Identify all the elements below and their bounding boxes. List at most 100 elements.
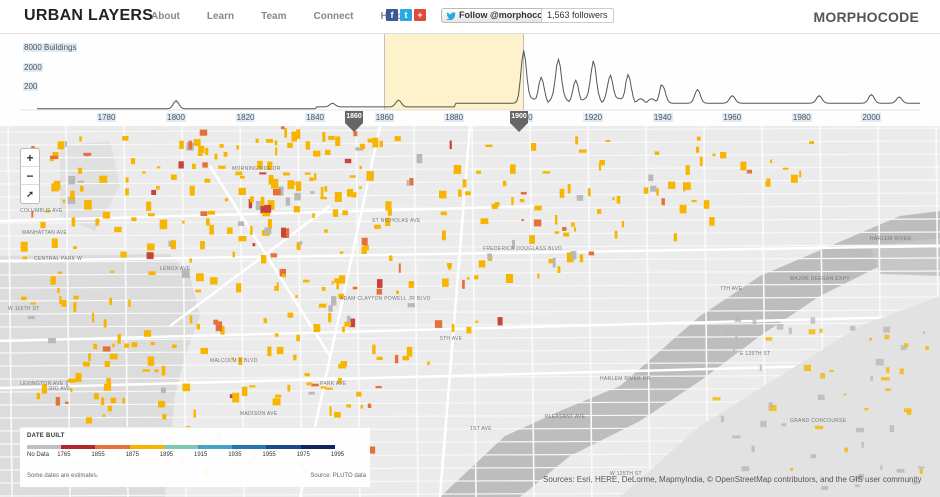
building-footprint[interactable] — [189, 185, 195, 196]
building-footprint[interactable] — [474, 275, 479, 280]
building-footprint[interactable] — [691, 199, 697, 203]
building-footprint[interactable] — [534, 205, 542, 211]
building-footprint[interactable] — [339, 251, 344, 254]
building-footprint[interactable] — [114, 226, 122, 233]
building-footprint[interactable] — [248, 199, 253, 209]
building-footprint[interactable] — [68, 176, 76, 185]
building-footprint[interactable] — [408, 281, 414, 288]
building-footprint[interactable] — [281, 227, 286, 238]
building-footprint[interactable] — [219, 144, 224, 148]
building-footprint[interactable] — [142, 171, 146, 174]
building-footprint[interactable] — [510, 164, 516, 174]
building-footprint[interactable] — [232, 392, 240, 403]
building-footprint[interactable] — [21, 296, 27, 301]
building-footprint[interactable] — [232, 251, 236, 258]
building-footprint[interactable] — [305, 141, 311, 150]
building-footprint[interactable] — [131, 342, 138, 348]
building-footprint[interactable] — [656, 188, 659, 196]
building-footprint[interactable] — [732, 435, 741, 439]
zoom-in-button[interactable]: + — [21, 149, 39, 167]
building-footprint[interactable] — [328, 312, 332, 323]
building-footprint[interactable] — [281, 273, 286, 278]
building-footprint[interactable] — [159, 219, 168, 230]
building-footprint[interactable] — [821, 485, 829, 490]
building-footprint[interactable] — [88, 353, 91, 361]
building-footprint[interactable] — [650, 185, 657, 192]
facebook-icon[interactable]: f — [386, 9, 398, 21]
building-footprint[interactable] — [110, 270, 115, 273]
building-footprint[interactable] — [182, 383, 191, 392]
building-footprint[interactable] — [214, 153, 218, 160]
building-footprint[interactable] — [537, 273, 540, 279]
building-footprint[interactable] — [466, 277, 470, 280]
building-footprint[interactable] — [696, 136, 701, 141]
building-footprint[interactable] — [101, 397, 105, 406]
building-footprint[interactable] — [858, 473, 864, 480]
building-footprint[interactable] — [554, 231, 560, 234]
building-footprint[interactable] — [57, 271, 62, 274]
building-footprint[interactable] — [154, 369, 159, 373]
timeline-histogram[interactable]: 8000 Buildings 2000 200 1780 1800 1820 1840… — [0, 34, 940, 132]
building-footprint[interactable] — [881, 377, 890, 381]
building-footprint[interactable] — [22, 256, 28, 260]
building-footprint[interactable] — [260, 205, 265, 214]
building-footprint[interactable] — [200, 241, 205, 250]
building-footprint[interactable] — [616, 195, 621, 204]
building-footprint[interactable] — [255, 201, 263, 210]
building-footprint[interactable] — [512, 239, 515, 250]
building-footprint[interactable] — [273, 189, 281, 196]
building-footprint[interactable] — [579, 254, 584, 263]
building-footprint[interactable] — [612, 197, 615, 201]
building-footprint[interactable] — [323, 229, 328, 233]
building-footprint[interactable] — [808, 329, 816, 335]
building-footprint[interactable] — [250, 196, 254, 203]
building-footprint[interactable] — [346, 404, 352, 408]
building-footprint[interactable] — [53, 180, 61, 190]
building-footprint[interactable] — [703, 200, 710, 209]
building-footprint[interactable] — [151, 189, 157, 195]
building-footprint[interactable] — [643, 187, 649, 194]
building-footprint[interactable] — [389, 255, 393, 261]
building-footprint[interactable] — [803, 364, 811, 372]
building-footprint[interactable] — [799, 170, 802, 178]
building-footprint[interactable] — [170, 174, 177, 180]
building-footprint[interactable] — [814, 425, 824, 430]
building-footprint[interactable] — [156, 166, 161, 169]
building-footprint[interactable] — [130, 158, 136, 165]
building-footprint[interactable] — [394, 136, 401, 142]
building-footprint[interactable] — [249, 385, 256, 388]
building-footprint[interactable] — [875, 358, 884, 366]
building-footprint[interactable] — [695, 146, 700, 153]
building-footprint[interactable] — [200, 347, 209, 355]
building-footprint[interactable] — [361, 237, 368, 246]
building-footprint[interactable] — [267, 219, 272, 229]
building-footprint[interactable] — [331, 296, 337, 306]
building-footprint[interactable] — [148, 213, 155, 217]
building-footprint[interactable] — [416, 154, 423, 164]
building-footprint[interactable] — [92, 312, 95, 323]
building-footprint[interactable] — [448, 263, 452, 270]
building-footprint[interactable] — [458, 189, 462, 197]
building-footprint[interactable] — [344, 158, 352, 164]
building-footprint[interactable] — [131, 217, 137, 221]
building-footprint[interactable] — [375, 386, 382, 389]
building-footprint[interactable] — [267, 161, 273, 170]
building-footprint[interactable] — [61, 300, 67, 307]
building-footprint[interactable] — [918, 466, 925, 469]
range-end-handle-pointer[interactable] — [510, 123, 528, 132]
building-footprint[interactable] — [179, 140, 184, 149]
building-footprint[interactable] — [559, 188, 565, 198]
building-footprint[interactable] — [741, 466, 750, 472]
building-footprint[interactable] — [542, 171, 551, 174]
building-footprint[interactable] — [555, 214, 558, 225]
building-footprint[interactable] — [102, 211, 111, 219]
building-footprint[interactable] — [661, 198, 665, 206]
building-footprint[interactable] — [299, 241, 303, 245]
building-footprint[interactable] — [109, 297, 112, 305]
building-footprint[interactable] — [57, 287, 60, 294]
building-footprint[interactable] — [124, 343, 130, 348]
building-footprint[interactable] — [883, 326, 891, 333]
building-footprint[interactable] — [50, 276, 56, 285]
building-footprint[interactable] — [709, 217, 715, 226]
building-footprint[interactable] — [337, 193, 340, 197]
